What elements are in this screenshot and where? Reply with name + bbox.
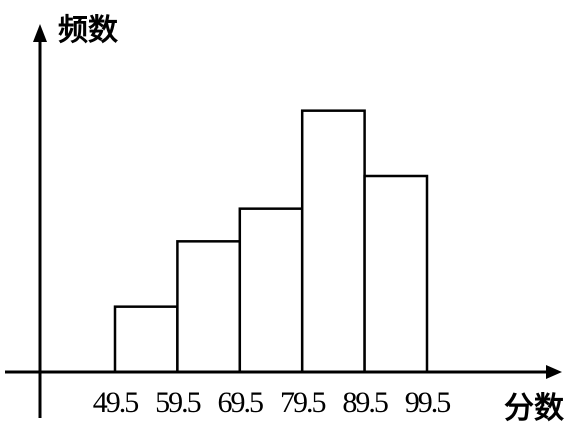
x-tick-label: 69.5: [218, 386, 264, 419]
histogram-bar-5: [363, 174, 429, 374]
x-tick-label: 79.5: [280, 386, 326, 419]
x-axis-arrow: [546, 365, 562, 379]
x-axis-title: 分数: [504, 391, 565, 426]
bars-group: [113, 109, 429, 374]
x-tick-labels: 49.5 59.5 69.5 79.5 89.5 99.5: [93, 386, 453, 419]
y-axis-arrow: [33, 24, 47, 42]
histogram-bar-4: [300, 109, 366, 374]
histogram-bar-3: [238, 207, 304, 374]
histogram-bar-2: [176, 240, 242, 374]
x-tick-label: 49.5: [93, 386, 139, 419]
y-axis-title: 频数: [58, 13, 119, 48]
x-tick-label: 89.5: [342, 386, 388, 419]
histogram-bar-1: [113, 305, 179, 374]
x-tick-label: 99.5: [405, 386, 451, 419]
x-tick-label: 59.5: [155, 386, 201, 419]
